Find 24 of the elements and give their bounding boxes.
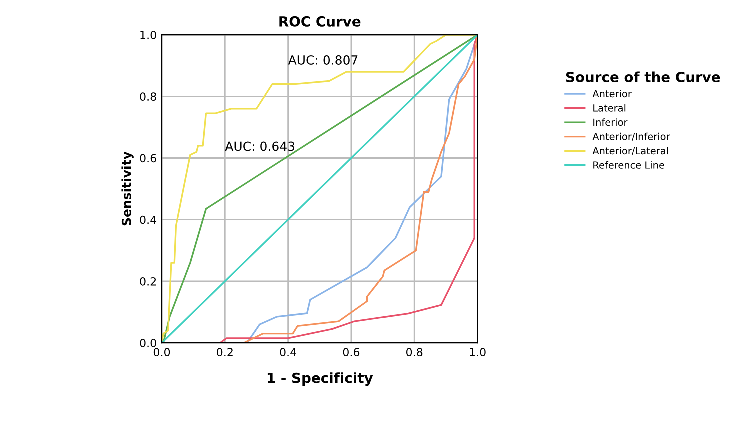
x-tick-label: 0.4 (280, 348, 297, 357)
legend-label: Reference Line (594, 161, 664, 169)
y-tick-label: 1.0 (140, 31, 156, 40)
x-axis-title: 1 - Specificity (268, 372, 374, 386)
legend-label: Anterior/Inferior (592, 132, 670, 142)
legend-label: Anterior/Lateral (592, 147, 668, 156)
x-tick-label: 0.6 (343, 348, 360, 357)
legend-label: Inferior (594, 118, 628, 126)
x-tick-label: 0.2 (217, 348, 233, 357)
y-tick-label: 0.6 (140, 154, 156, 163)
legend-label: Anterior (592, 90, 632, 98)
x-tick-label: 0.8 (406, 348, 423, 357)
y-tick-label: 0.8 (140, 92, 156, 102)
y-tick-label: 0.4 (140, 216, 157, 224)
x-tick-label: 1.0 (470, 348, 486, 357)
y-tick-label: 0.0 (140, 339, 156, 348)
chart-title: ROC Curve (280, 16, 361, 27)
annotation: AUC: 0.643 (225, 142, 295, 152)
y-tick-label: 0.2 (140, 277, 156, 286)
legend-title: Source of the Curve (566, 72, 720, 82)
y-axis-title: Sensitivity (122, 152, 134, 226)
legend-label: Lateral (594, 104, 626, 112)
x-tick-label: 0.0 (154, 348, 170, 357)
annotation: AUC: 0.807 (288, 55, 358, 65)
